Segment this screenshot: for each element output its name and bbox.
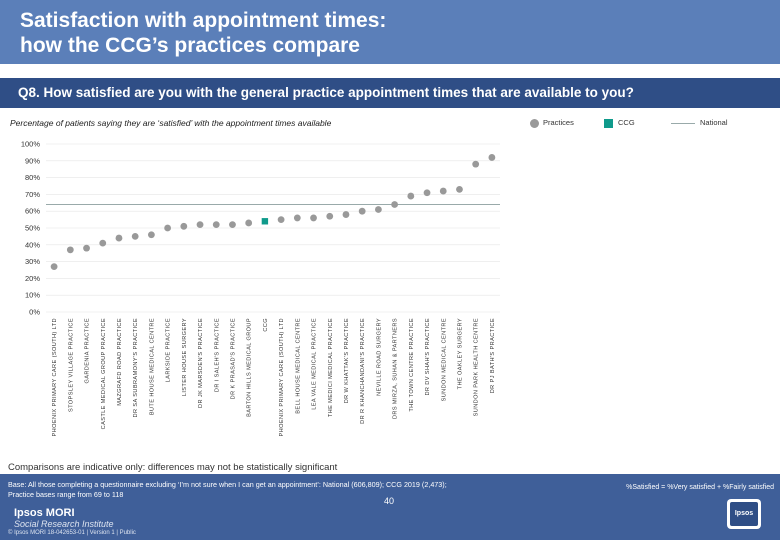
y-tick-label: 50% xyxy=(25,224,40,233)
practice-point xyxy=(245,219,253,227)
y-tick-label: 90% xyxy=(25,156,40,165)
y-axis-ticks: 0% 10% 20% 30% 40% 50% 60% 70% 80% 90% 100% xyxy=(21,140,41,317)
gridlines xyxy=(46,143,500,313)
legend-practices-label: Practices xyxy=(543,118,574,127)
practice-point xyxy=(326,212,334,220)
x-tick-label: PHOENIX PRIMARY CARE (SOUTH) LTD xyxy=(52,318,58,436)
practice-point xyxy=(147,231,155,239)
x-tick-label: GARDENIA PRACTICE xyxy=(85,318,91,384)
x-tick-label: DR DV SHAH'S PRACTICE xyxy=(425,318,431,396)
practice-point xyxy=(180,222,188,230)
y-tick-label: 0% xyxy=(29,308,40,317)
y-tick-label: 30% xyxy=(25,257,40,266)
practice-point xyxy=(229,221,236,229)
x-axis-labels: PHOENIX PRIMARY CARE (SOUTH) LTD STOPSLEY… xyxy=(52,318,496,436)
ipsos-logo-text: Ipsos xyxy=(730,502,758,526)
x-tick-label: THE MEDICI MEDICAL PRACTICE xyxy=(328,318,334,417)
chart-subtitle: Percentage of patients saying they are ‘… xyxy=(10,118,332,128)
practice-point xyxy=(374,206,382,213)
legend-ccg-label: CCG xyxy=(618,118,635,127)
y-tick-label: 40% xyxy=(25,240,40,249)
title-line-1: Satisfaction with appointment times: xyxy=(20,9,387,32)
question-text: Q8. How satisfied are you with the gener… xyxy=(18,85,634,100)
y-tick-label: 70% xyxy=(25,190,40,199)
x-tick-label: SUNDON MEDICAL CENTRE xyxy=(441,318,447,401)
y-tick-label: 100% xyxy=(21,140,41,149)
y-tick-label: 80% xyxy=(25,173,40,182)
x-tick-label: LARKSIDE PRACTICE xyxy=(166,318,172,382)
page-number: 40 xyxy=(384,496,395,506)
practice-point xyxy=(293,214,301,222)
x-tick-label: SUNDON PARK HEALTH CENTRE xyxy=(474,318,480,416)
comparison-note: Comparisons are indicative only: differe… xyxy=(8,462,338,473)
y-tick-label: 10% xyxy=(25,291,40,300)
x-tick-label: LISTER HOUSE SURGERY xyxy=(182,318,188,396)
x-tick-label: NEVILLE ROAD SURGERY xyxy=(376,318,382,396)
x-tick-label: DR JK MARSDEN'S PRACTICE xyxy=(198,318,204,408)
base-line-1: Base: All those completing a questionnai… xyxy=(8,480,447,489)
x-tick-label: LEA VALE MEDICAL PRACTICE xyxy=(312,318,318,410)
practice-point xyxy=(83,244,90,252)
practice-point xyxy=(472,160,480,168)
legend-ccg-marker xyxy=(604,119,613,128)
base-line-2: Practice bases range from 69 to 118 xyxy=(8,490,124,499)
ccg-marker xyxy=(261,218,269,225)
legend-national-line xyxy=(671,123,695,124)
practice-point xyxy=(423,189,431,197)
brand-subtitle: Social Research Institute xyxy=(14,519,114,529)
practice-point xyxy=(196,221,204,229)
x-tick-label: STOPSLEY VILLAGE PRACTICE xyxy=(68,318,74,412)
practice-point xyxy=(391,201,399,208)
scatter-chart: 0% 10% 20% 30% 40% 50% 60% 70% 80% 90% 100% PHOENI… xyxy=(21,140,500,436)
x-tick-label: BARTON HILLS MEDICAL GROUP xyxy=(247,318,253,417)
legend-practices-marker xyxy=(530,119,539,128)
practice-point xyxy=(358,207,366,215)
y-tick-label: 20% xyxy=(25,274,40,283)
page-title: Satisfaction with appointment times: how… xyxy=(20,8,720,58)
practice-point xyxy=(115,234,123,242)
practice-point xyxy=(342,211,350,218)
title-line-2: how the CCG’s practices compare xyxy=(20,34,360,57)
practice-point xyxy=(66,246,74,254)
x-tick-label: DR SA SUBRAMONY'S PRACTICE xyxy=(133,318,139,417)
y-tick-label: 60% xyxy=(25,207,40,216)
x-tick-label: DR R KHANCHANDANI'S PRACTICE xyxy=(360,318,366,424)
x-tick-label: DR PJ BATH'S PRACTICE xyxy=(490,318,496,393)
base-note: Base: All those completing a questionnai… xyxy=(8,480,528,500)
formula-note: %Satisfied = %Very satisfied + %Fairly s… xyxy=(626,484,774,491)
question-band xyxy=(0,78,780,108)
practice-point xyxy=(439,187,447,195)
practice-point xyxy=(131,233,139,240)
x-tick-label: CASTLE MEDICAL GROUP PRACTICE xyxy=(101,318,107,429)
ipsos-logo: Ipsos xyxy=(727,499,761,529)
x-tick-label: BELL HOUSE MEDICAL CENTRE xyxy=(295,318,301,414)
x-tick-label: CCG xyxy=(263,318,269,332)
x-tick-label: BUTE HOUSE MEDICAL CENTRE xyxy=(149,318,155,415)
practice-point xyxy=(310,214,317,222)
practice-point xyxy=(212,221,220,229)
title-band xyxy=(0,0,780,64)
x-tick-label: THE OAKLEY SURGERY xyxy=(457,318,463,389)
x-tick-label: DRS MIRZA, SUHAN & PARTNERS xyxy=(393,318,399,419)
footer-band xyxy=(0,474,780,540)
x-tick-label: MAZGRAFD ROAD PRACTICE xyxy=(117,318,123,406)
practice-point xyxy=(488,154,496,161)
x-tick-label: DR K PRASAD'S PRACTICE xyxy=(230,318,236,399)
practice-point xyxy=(277,216,285,223)
practice-point xyxy=(407,192,415,200)
data-points xyxy=(50,154,496,271)
x-tick-label: DR W KHATTAK'S PRACTICE xyxy=(344,318,350,403)
brand-name: Ipsos MORI xyxy=(14,507,75,519)
legend-national-label: National xyxy=(700,118,728,127)
x-tick-label: THE TOWN CENTRE PRACTICE xyxy=(409,318,415,412)
x-tick-label: DR I SALEH'S PRACTICE xyxy=(214,318,220,392)
practice-point xyxy=(164,224,172,232)
practice-point xyxy=(50,263,58,271)
practice-point xyxy=(99,239,107,247)
practice-point xyxy=(456,185,463,193)
x-tick-label: PHOENIX PRIMARY CARE (SOUTH) LTD xyxy=(279,318,285,436)
copyright-text: © Ipsos MORI 18-042653-01 | Version 1 | … xyxy=(8,530,136,536)
